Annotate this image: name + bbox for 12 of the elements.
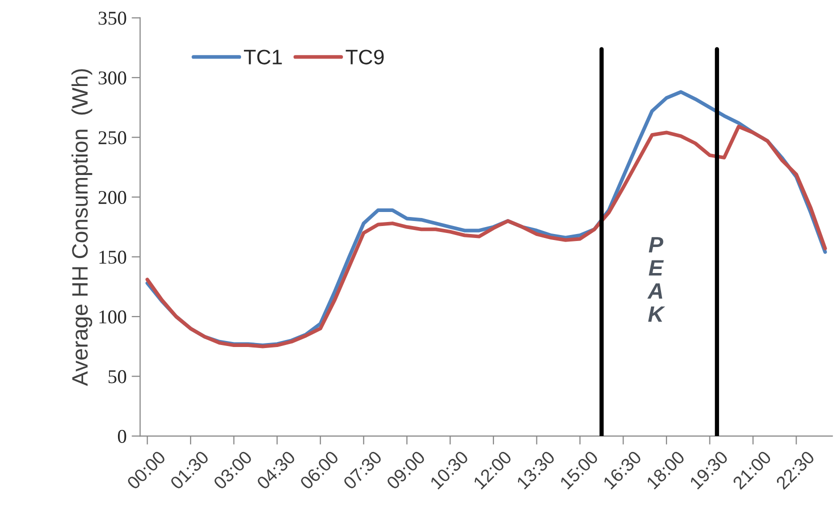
y-tick-label: 300 — [98, 71, 126, 85]
legend-label: TC1 — [244, 50, 282, 64]
y-tick-label: 0 — [118, 430, 126, 443]
y-tick-label: 200 — [98, 190, 126, 204]
y-tick-label: 50 — [108, 370, 126, 384]
y-axis-title: Average HH Consumption (Wh) — [71, 69, 92, 386]
annotation: PEAK — [647, 237, 666, 322]
y-tick-label: 250 — [98, 131, 126, 144]
legend-label: TC9 — [346, 50, 384, 64]
y-tick-label: 350 — [98, 12, 126, 25]
y-tick-label: 100 — [99, 310, 126, 324]
y-tick-label: 150 — [99, 250, 126, 264]
